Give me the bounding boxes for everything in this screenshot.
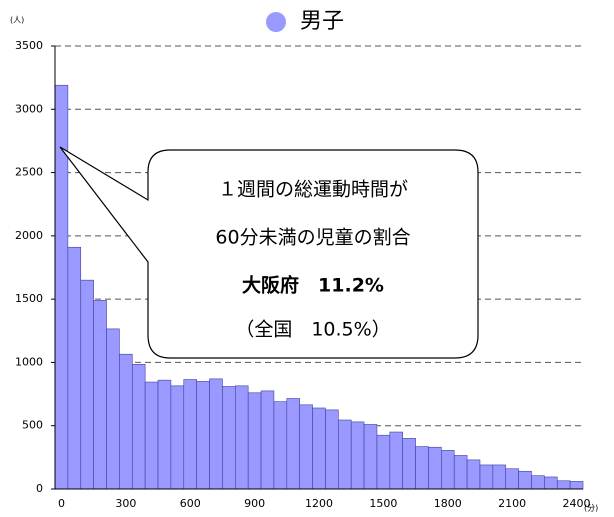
bar xyxy=(556,480,571,490)
bar xyxy=(54,84,69,490)
annotation-line: 60分未満の児童の割合 xyxy=(215,227,410,249)
annotation-line: １週間の総運動時間が xyxy=(218,179,408,201)
bar xyxy=(234,385,249,490)
bar xyxy=(209,378,223,490)
x-tick-label: 300 xyxy=(115,497,136,510)
bar xyxy=(428,446,442,490)
x-tick-label: 1800 xyxy=(434,497,462,510)
bar xyxy=(350,421,365,490)
bar xyxy=(170,385,185,490)
callout xyxy=(59,146,479,359)
x-tick-label: 600 xyxy=(180,497,201,510)
bar xyxy=(247,392,262,490)
bar xyxy=(196,381,210,490)
bar xyxy=(106,328,120,490)
bar xyxy=(67,246,82,490)
bar xyxy=(286,398,300,490)
bar xyxy=(222,386,236,490)
bar xyxy=(453,455,468,490)
chart-title: 男子 xyxy=(300,9,344,34)
bar xyxy=(338,419,352,490)
y-tick-label: 1000 xyxy=(15,355,43,368)
x-tick-label: 2400 xyxy=(563,497,591,510)
y-tick-label: 500 xyxy=(22,419,43,432)
y-tick-label: 2500 xyxy=(15,166,43,179)
y-unit: (人) xyxy=(10,16,24,25)
bar xyxy=(80,279,94,490)
x-tick-label: 2100 xyxy=(498,497,526,510)
bar xyxy=(441,450,455,490)
legend-marker xyxy=(266,12,286,32)
bar xyxy=(260,390,275,490)
y-tick-label: 3500 xyxy=(15,39,43,52)
x-tick-label: 1200 xyxy=(305,497,333,510)
x-tick-label: 0 xyxy=(58,497,65,510)
bar xyxy=(479,464,494,490)
bar xyxy=(531,475,545,490)
annotation-line: 大阪府 11.2% xyxy=(242,274,384,297)
bar xyxy=(389,431,404,490)
bar xyxy=(273,401,288,490)
y-tick-label: 1500 xyxy=(15,292,43,305)
bar xyxy=(157,379,172,490)
bar xyxy=(363,424,378,490)
annotation-line: （全国 10.5%） xyxy=(235,319,390,341)
x-unit: (分) xyxy=(584,504,598,513)
x-tick-label: 900 xyxy=(244,497,265,510)
bar xyxy=(466,459,481,490)
x-tick-label: 1500 xyxy=(369,497,397,510)
bar xyxy=(544,476,558,490)
bar xyxy=(402,438,416,490)
bar xyxy=(325,409,339,490)
y-tick-label: 0 xyxy=(36,482,43,495)
bar xyxy=(144,381,159,490)
bar xyxy=(376,434,391,490)
bar xyxy=(299,404,313,490)
bar xyxy=(569,481,584,490)
bar xyxy=(183,379,197,490)
bar xyxy=(131,364,146,490)
bar xyxy=(505,468,519,490)
bar xyxy=(93,300,107,490)
bar xyxy=(492,464,507,490)
bar xyxy=(119,353,133,490)
bar xyxy=(312,407,326,490)
y-tick-label: 3000 xyxy=(15,102,43,115)
y-tick-label: 2000 xyxy=(15,229,43,242)
bar xyxy=(518,470,532,490)
bar xyxy=(415,446,429,490)
